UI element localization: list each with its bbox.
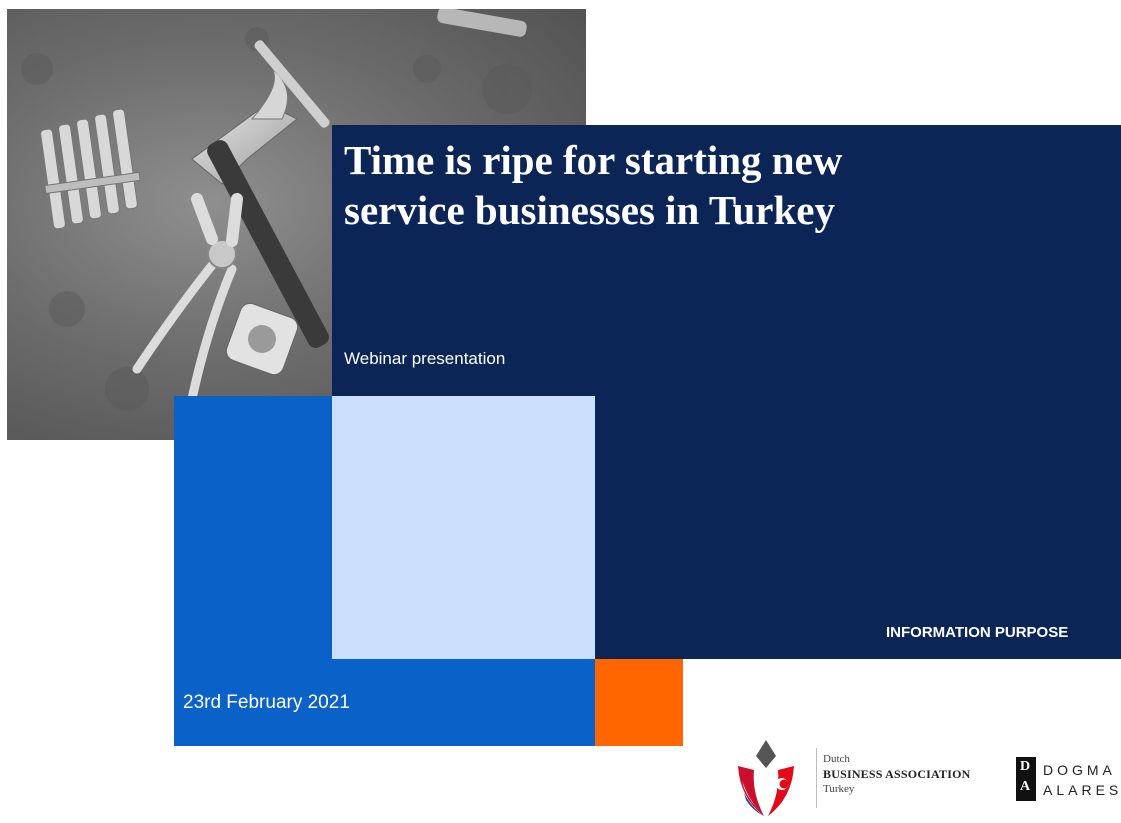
slide-subtitle: Webinar presentation bbox=[344, 349, 506, 368]
dba-logo-line2: BUSINESS ASSOCIATION bbox=[823, 767, 971, 781]
dogma-logo-mark: D A bbox=[1016, 757, 1036, 801]
slide-title-line2: service businesses in Turkey bbox=[344, 187, 835, 233]
information-purpose-label: INFORMATION PURPOSE bbox=[886, 624, 1069, 641]
dba-logo-line3: Turkey bbox=[823, 783, 855, 795]
presentation-date: 23rd February 2021 bbox=[183, 692, 350, 713]
light-blue-block bbox=[332, 396, 595, 659]
orange-block bbox=[595, 659, 683, 746]
screwdriver bbox=[254, 9, 527, 128]
dba-logo-text: Dutch BUSINESS ASSOCIATION Turkey bbox=[823, 752, 971, 796]
pliers bbox=[132, 193, 243, 404]
hammer bbox=[191, 68, 329, 348]
dogma-logo-line1: DOGMA bbox=[1043, 762, 1116, 778]
dogma-mark-top: D bbox=[1020, 759, 1031, 774]
slide-title: Time is ripe for starting new service bu… bbox=[344, 135, 1104, 235]
logo-divider bbox=[816, 748, 817, 808]
wall-plugs bbox=[40, 108, 141, 230]
dogma-logo-text: DOGMA ALARES bbox=[1043, 760, 1121, 800]
slide-title-line1: Time is ripe for starting new bbox=[344, 137, 843, 183]
dogma-mark-bottom: A bbox=[1020, 779, 1031, 794]
blue-block-bottom bbox=[174, 659, 595, 746]
tape-measure bbox=[225, 302, 299, 376]
dba-logo-icon bbox=[734, 738, 798, 818]
dogma-logo-line2: ALARES bbox=[1043, 782, 1121, 798]
tools-illustration bbox=[21, 9, 532, 411]
dba-logo-line1: Dutch bbox=[823, 753, 850, 765]
